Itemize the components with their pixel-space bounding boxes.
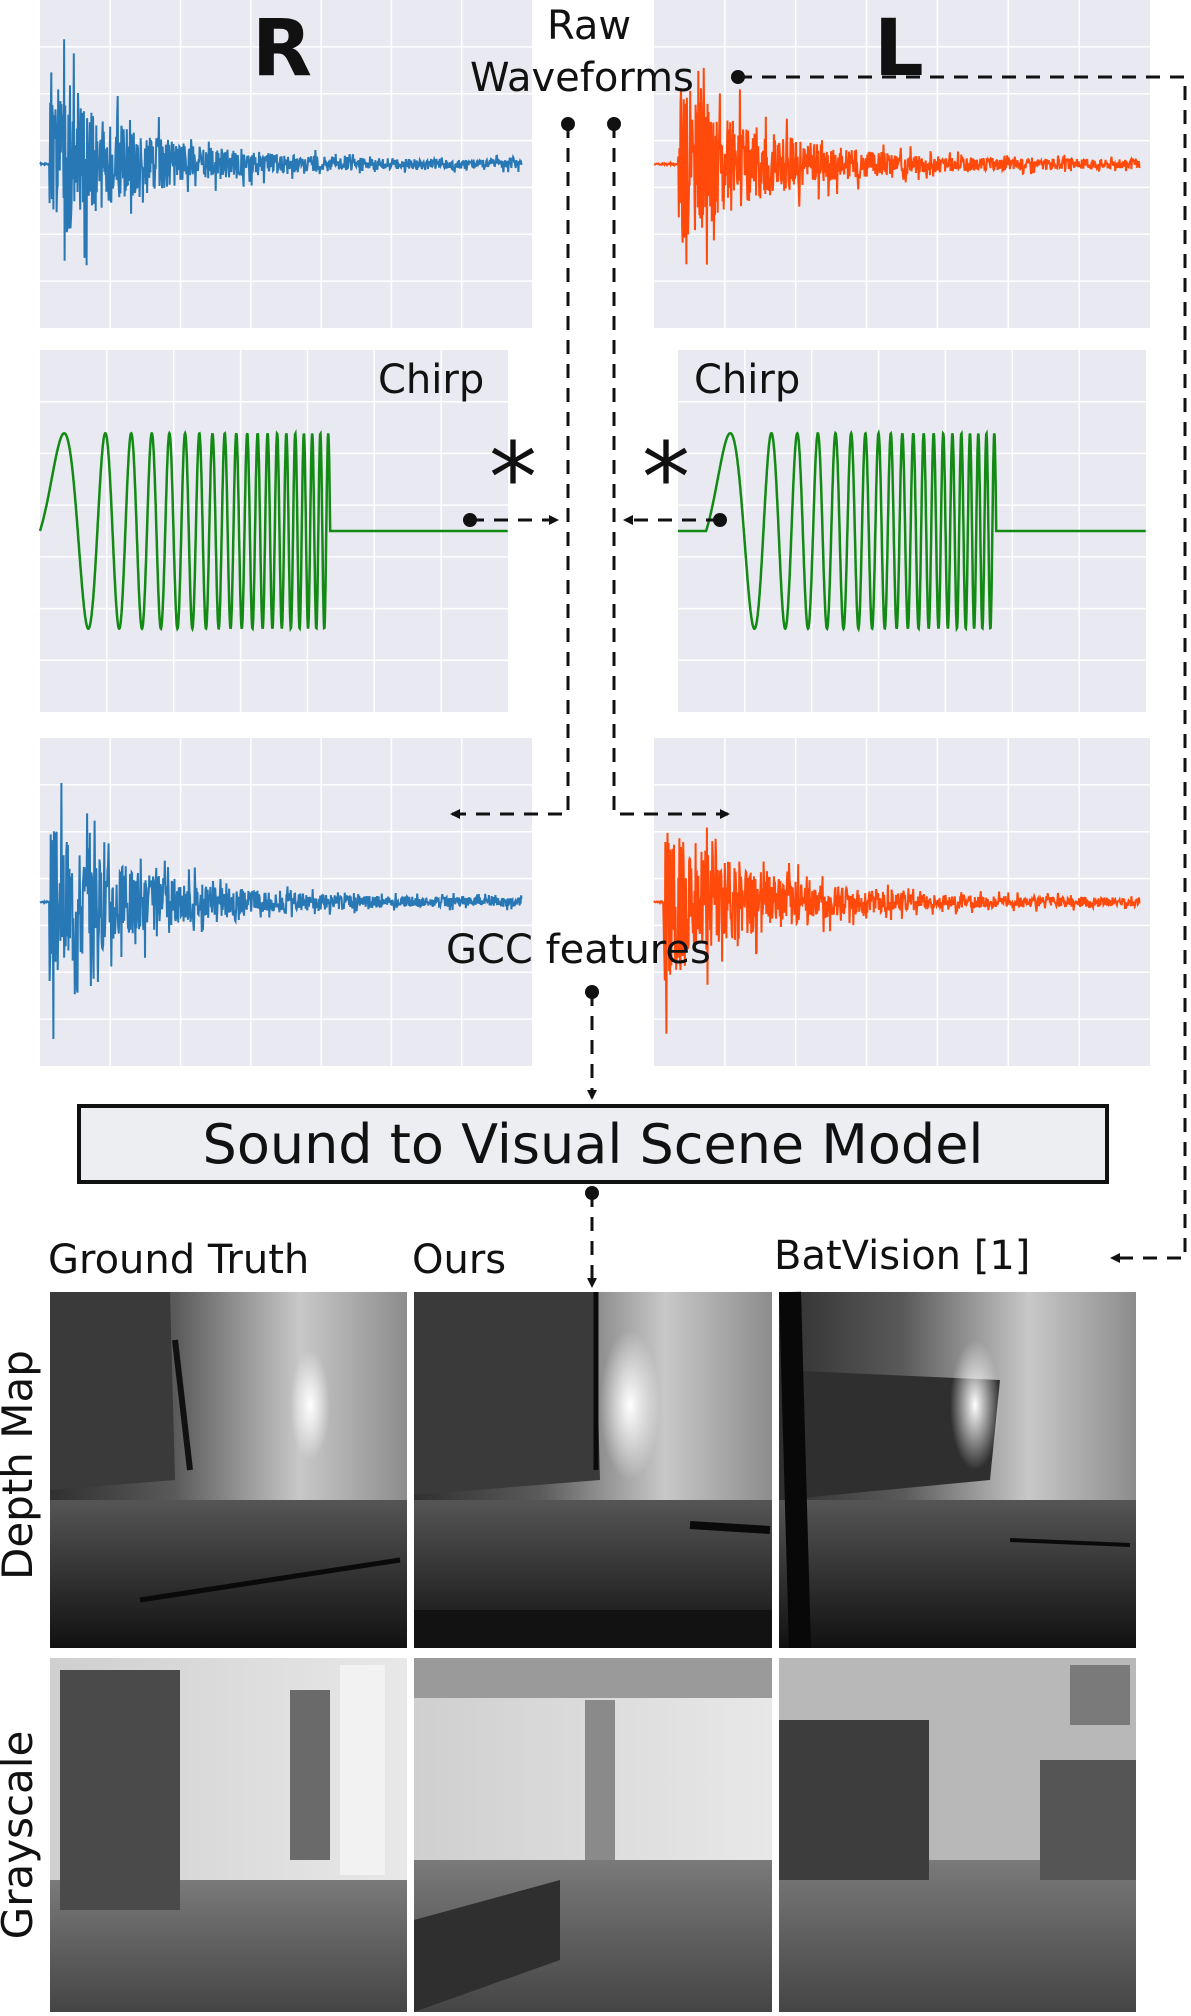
gcc-features-label: GCC features: [446, 927, 711, 973]
column-ground-truth-label: Ground Truth: [48, 1237, 310, 1283]
raw-right-plot-waveform: [39, 39, 523, 266]
chirp-left-label: Chirp: [694, 357, 801, 403]
column-batvision-label: BatVision [1]: [774, 1233, 1031, 1279]
gcc-left-plot-waveform: [653, 827, 1141, 1034]
grayscale-ground-truth: [50, 1658, 407, 2012]
grayscale-batvision: [779, 1658, 1136, 2012]
raw-r-dot: [561, 117, 575, 131]
gcc-dot: [585, 985, 599, 999]
model-out-dot: [585, 1186, 599, 1200]
channel-right-label: R: [252, 4, 313, 94]
convolution-symbol-right: *: [489, 422, 537, 534]
column-ours-label: Ours: [412, 1237, 507, 1283]
model-label: Sound to Visual Scene Model: [202, 1112, 984, 1176]
row-grayscale-label: Grayscale: [0, 1730, 42, 1940]
raw-left-plot-waveform: [653, 67, 1141, 265]
raw-waveforms-dot: [731, 70, 745, 84]
raw-r-down-line: [450, 124, 570, 819]
depth-map-ground-truth: [50, 1292, 407, 1648]
model-box: Sound to Visual Scene Model: [77, 1104, 1109, 1184]
chirp-left-plot-waveform: [678, 428, 1146, 633]
grayscale-ours: [414, 1658, 772, 2012]
raw-waveforms-label-line2: Waveforms: [470, 55, 694, 101]
gcc-right-plot-waveform: [39, 782, 523, 1040]
depth-map-ours: [414, 1292, 772, 1648]
raw-l-down-line: [612, 124, 730, 819]
chirp-r-dot: [463, 513, 477, 527]
raw-waveforms-label-line1: Raw: [547, 3, 632, 49]
channel-left-label: L: [874, 4, 924, 94]
row-depth-map-label: Depth Map: [0, 1350, 42, 1580]
raw-to-model-arrow: [738, 75, 1187, 1263]
raw-l-dot: [607, 117, 621, 131]
convolution-symbol-left: *: [642, 422, 690, 534]
depth-map-batvision: [779, 1291, 1136, 1649]
chirp-right-plot-waveform: [38, 428, 508, 633]
chirp-l-dot: [713, 513, 727, 527]
chirp-right-label: Chirp: [378, 357, 485, 403]
